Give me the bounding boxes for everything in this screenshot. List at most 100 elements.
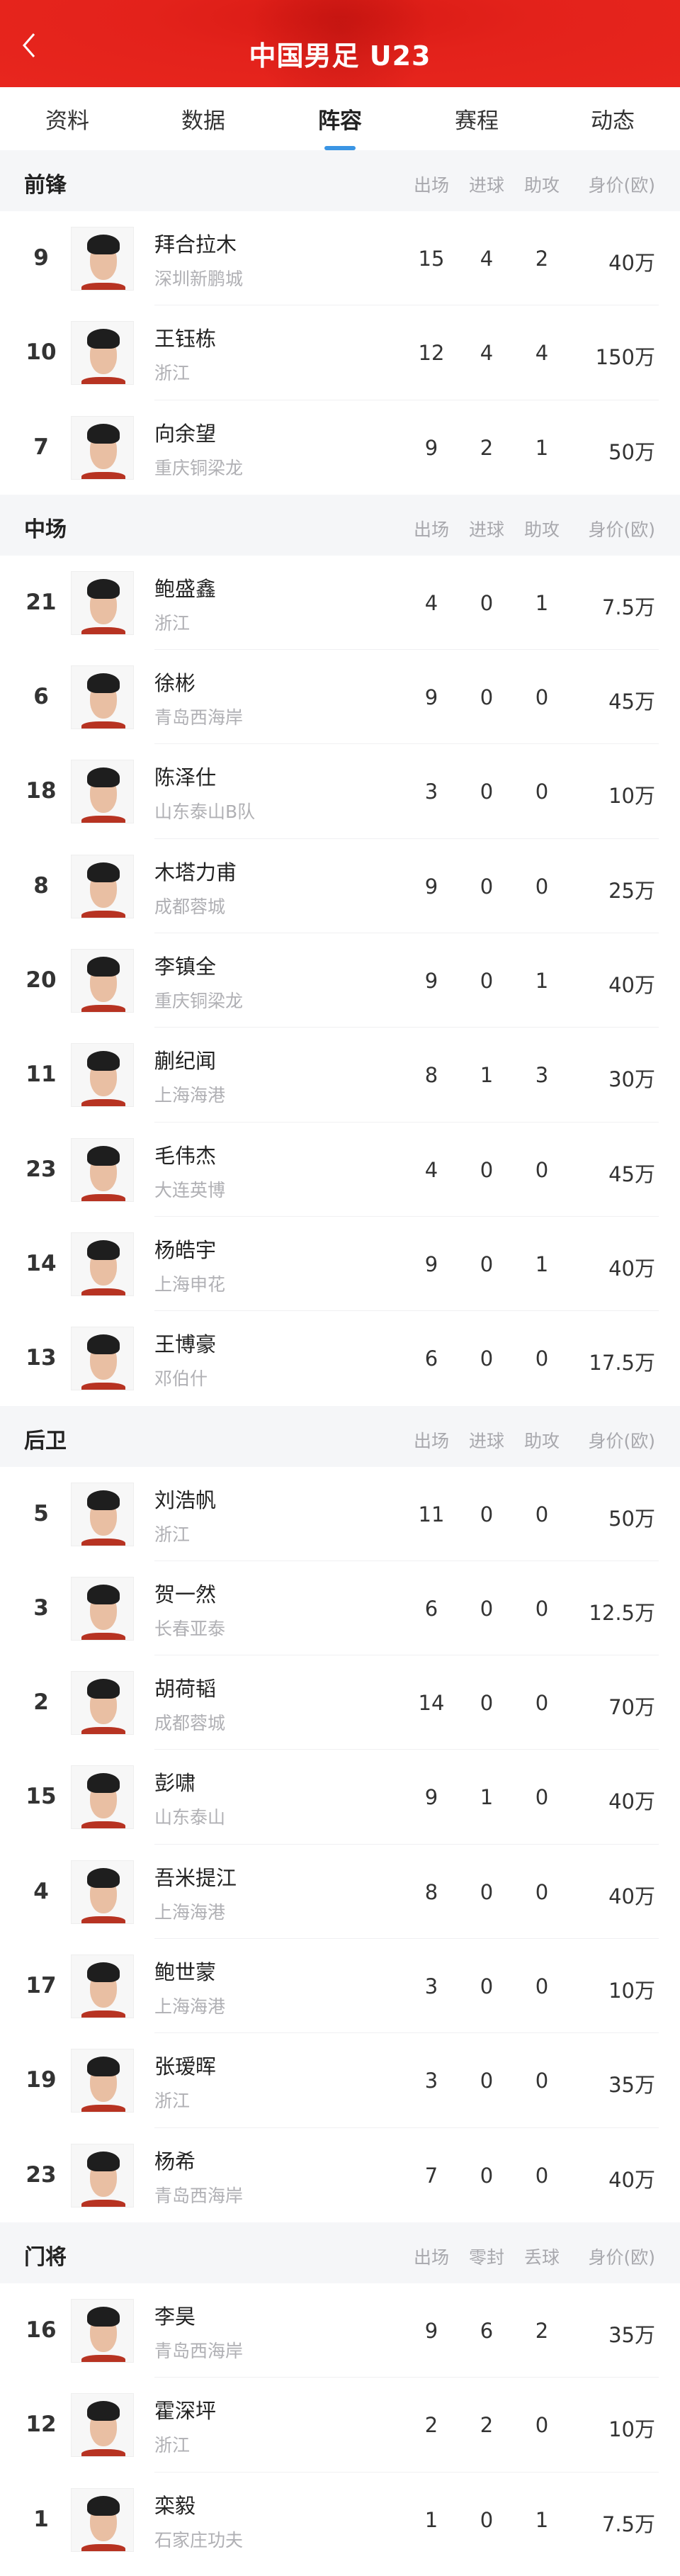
stat-second: 0 <box>480 1974 494 1999</box>
jersey-number: 23 <box>26 2161 57 2188</box>
active-tab-indicator <box>324 146 356 150</box>
player-row[interactable]: 3 贺一然 长春亚泰 6 0 0 12.5万 <box>0 1560 680 1656</box>
player-club: 上海申花 <box>154 1273 226 1295</box>
player-row[interactable]: 7 向余望 重庆铜梁龙 9 2 1 50万 <box>0 400 680 495</box>
player-row[interactable]: 20 李镇全 重庆铜梁龙 9 0 1 40万 <box>0 933 680 1028</box>
stat-third: 0 <box>535 2069 549 2093</box>
market-value: 40万 <box>608 1884 655 1908</box>
player-row[interactable]: 12 霍深坪 浙江 2 2 0 10万 <box>0 2378 680 2473</box>
stat-appearances: 12 <box>418 341 445 366</box>
column-header: 进球 <box>468 519 504 540</box>
back-button[interactable] <box>16 31 44 60</box>
player-photo <box>71 1482 134 1546</box>
section-header: 前锋 出场 进球 助攻 身价(欧) <box>0 150 680 211</box>
market-value: 35万 <box>608 2322 655 2347</box>
jersey-number: 14 <box>26 1250 57 1276</box>
player-row[interactable]: 4 吾米提江 上海海港 8 0 0 40万 <box>0 1844 680 1940</box>
market-value: 17.5万 <box>589 1351 655 1376</box>
player-row[interactable]: 1 栾毅 石家庄功夫 1 0 1 7.5万 <box>0 2472 680 2567</box>
player-row[interactable]: 18 陈泽仕 山东泰山B队 3 0 0 10万 <box>0 744 680 840</box>
stat-third: 0 <box>535 1974 549 1999</box>
stat-second: 0 <box>480 1596 494 1621</box>
player-name: 栾毅 <box>154 2493 196 2518</box>
player-name: 李镇全 <box>154 955 217 979</box>
player-row[interactable]: 2 胡荷韬 成都蓉城 14 0 0 70万 <box>0 1655 680 1750</box>
tab-schedule[interactable]: 赛程 <box>455 108 499 134</box>
stat-second: 1 <box>480 1063 494 1088</box>
column-header: 出场 <box>413 1430 449 1451</box>
stat-appearances: 14 <box>418 1691 445 1716</box>
section-title: 前锋 <box>24 173 67 198</box>
jersey-number: 7 <box>33 434 49 460</box>
stat-third: 3 <box>535 1063 549 1088</box>
column-header: 助攻 <box>523 519 560 540</box>
player-row[interactable]: 6 徐彬 青岛西海岸 9 0 0 45万 <box>0 650 680 745</box>
player-photo <box>71 1860 134 1924</box>
market-value: 40万 <box>608 251 655 275</box>
stat-appearances: 6 <box>424 1596 438 1621</box>
player-name: 王钰栋 <box>154 327 217 351</box>
market-value: 7.5万 <box>601 2512 655 2536</box>
player-group: 16 李昊 青岛西海岸 9 6 2 35万 12 霍深坪 浙江 2 2 0 10万… <box>0 2283 680 2567</box>
player-club: 上海海港 <box>154 1085 226 1106</box>
player-row[interactable]: 21 鲍盛鑫 浙江 4 0 1 7.5万 <box>0 555 680 651</box>
player-row[interactable]: 11 蒯纪闻 上海海港 8 1 3 30万 <box>0 1028 680 1123</box>
column-header-value: 身价(欧) <box>588 1430 655 1451</box>
stat-appearances: 8 <box>424 1063 438 1088</box>
market-value: 70万 <box>608 1695 655 1720</box>
player-row[interactable]: 13 王博豪 邓伯什 6 0 0 17.5万 <box>0 1311 680 1406</box>
stat-second: 0 <box>480 1691 494 1716</box>
player-group: 21 鲍盛鑫 浙江 4 0 1 7.5万 6 徐彬 青岛西海岸 9 0 0 45万… <box>0 555 680 1406</box>
player-group: 5 刘浩帆 浙江 11 0 0 50万 3 贺一然 长春亚泰 6 0 0 12.5… <box>0 1466 680 2222</box>
player-name: 杨皓宇 <box>154 1237 217 1262</box>
player-name: 陈泽仕 <box>154 765 217 790</box>
page-title: 中国男足 U23 <box>249 40 431 72</box>
stat-second: 0 <box>480 590 494 615</box>
player-row[interactable]: 10 王钰栋 浙江 12 4 4 150万 <box>0 305 680 400</box>
player-photo <box>71 1671 134 1736</box>
column-header-value: 身价(欧) <box>588 175 655 196</box>
stat-third: 0 <box>535 1785 549 1810</box>
player-club: 浙江 <box>154 612 191 634</box>
player-row[interactable]: 14 杨皓宇 上海申花 9 0 1 40万 <box>0 1216 680 1312</box>
player-row[interactable]: 19 张瑷晖 浙江 3 0 0 35万 <box>0 2033 680 2128</box>
player-name: 霍深坪 <box>154 2399 217 2424</box>
tab-squad[interactable]: 阵容 <box>318 108 362 134</box>
stat-third: 0 <box>535 780 549 804</box>
stat-third: 0 <box>535 1879 549 1904</box>
market-value: 12.5万 <box>589 1600 655 1625</box>
player-row[interactable]: 23 毛伟杰 大连英博 4 0 0 45万 <box>0 1122 680 1217</box>
jersey-number: 18 <box>26 778 57 804</box>
player-name: 拜合拉木 <box>154 232 237 257</box>
market-value: 7.5万 <box>601 595 655 619</box>
jersey-number: 17 <box>26 1973 57 1999</box>
player-name: 胡荷韬 <box>154 1677 217 1702</box>
player-club: 浙江 <box>154 363 191 384</box>
player-name: 鲍盛鑫 <box>154 576 217 601</box>
jersey-number: 21 <box>26 589 57 615</box>
tab-stats[interactable]: 数据 <box>181 108 225 134</box>
player-row[interactable]: 17 鲍世蒙 上海海港 3 0 0 10万 <box>0 1939 680 2034</box>
player-photo <box>71 2393 134 2458</box>
player-row[interactable]: 23 杨希 青岛西海岸 7 0 0 40万 <box>0 2127 680 2222</box>
stat-appearances: 9 <box>424 685 438 710</box>
player-name: 鲍世蒙 <box>154 1960 217 1985</box>
player-photo <box>71 321 134 386</box>
app-header: 中国男足 U23 <box>0 0 680 87</box>
player-row[interactable]: 9 拜合拉木 深圳新鹏城 15 4 2 40万 <box>0 211 680 306</box>
player-club: 浙江 <box>154 2435 191 2456</box>
player-row[interactable]: 5 刘浩帆 浙江 11 0 0 50万 <box>0 1466 680 1562</box>
stat-third: 1 <box>535 435 549 460</box>
stat-third: 0 <box>535 1502 549 1526</box>
stat-second: 0 <box>480 780 494 804</box>
stat-second: 4 <box>480 341 494 366</box>
player-row[interactable]: 15 彭啸 山东泰山 9 1 0 40万 <box>0 1750 680 1845</box>
tab-news[interactable]: 动态 <box>591 108 635 134</box>
jersey-number: 11 <box>26 1062 57 1088</box>
jersey-number: 5 <box>33 1500 49 1526</box>
player-row[interactable]: 8 木塔力甫 成都蓉城 9 0 0 25万 <box>0 838 680 934</box>
column-header: 零封 <box>468 2246 504 2268</box>
tab-profile[interactable]: 资料 <box>45 108 89 134</box>
player-row[interactable]: 16 李昊 青岛西海岸 9 6 2 35万 <box>0 2283 680 2378</box>
column-header: 出场 <box>413 2246 449 2268</box>
